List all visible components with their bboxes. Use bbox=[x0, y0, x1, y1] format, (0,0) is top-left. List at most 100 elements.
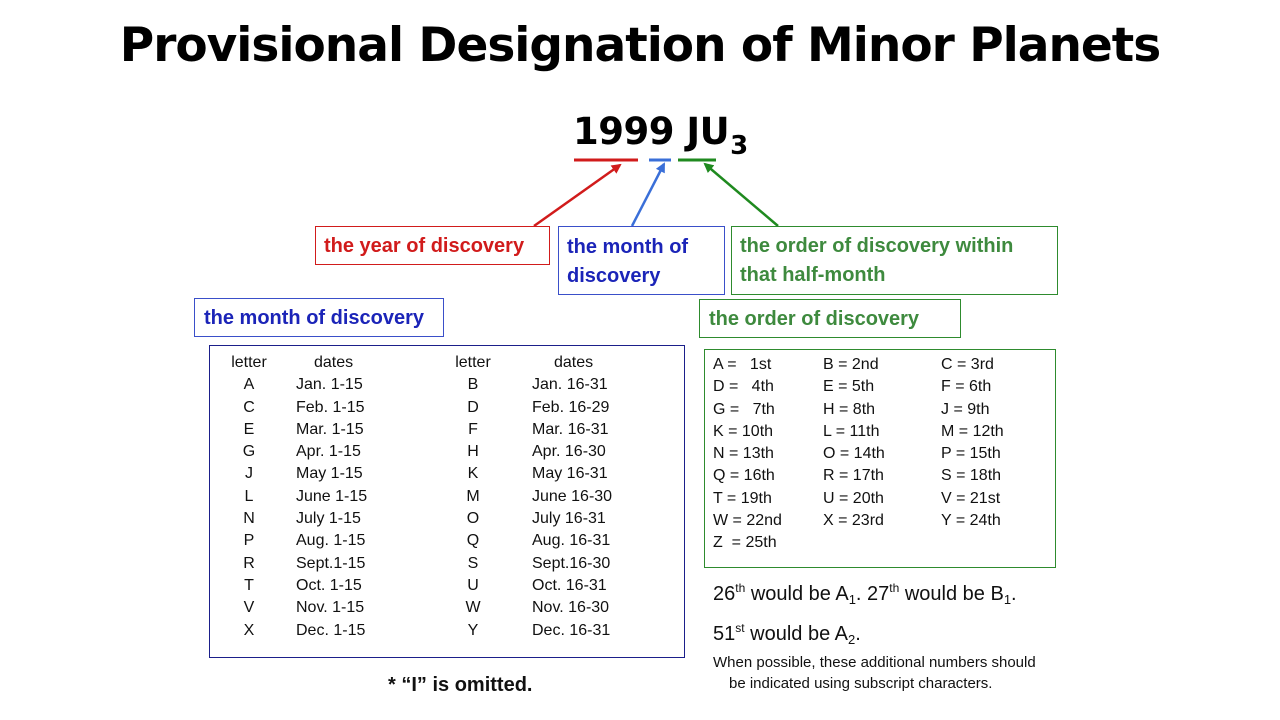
dates-cell: Feb. 1-15 bbox=[296, 398, 365, 416]
table-row: V Nov. 1-15 W Nov. 16-30 bbox=[210, 597, 686, 619]
order-entry: X = 23rd bbox=[823, 512, 884, 530]
order-entry: V = 21st bbox=[941, 489, 1001, 507]
order-entry: G = 7th bbox=[713, 400, 775, 418]
order-entry: T = 19th bbox=[713, 489, 772, 507]
order-arrow bbox=[703, 162, 779, 227]
letter-cell: F bbox=[468, 420, 478, 438]
table-row: C Feb. 1-15 D Feb. 16-29 bbox=[210, 397, 686, 419]
letter-cell: K bbox=[467, 465, 479, 483]
letter-cell: U bbox=[467, 576, 479, 594]
column-header: dates bbox=[554, 354, 594, 371]
letter-cell: J bbox=[245, 465, 253, 483]
dates-cell: Apr. 16-30 bbox=[532, 443, 606, 461]
month-arrow bbox=[630, 162, 666, 227]
dates-cell: Sept.1-15 bbox=[296, 554, 366, 572]
dates-cell: Dec. 1-15 bbox=[296, 621, 366, 639]
letter-cell: X bbox=[243, 621, 255, 639]
dates-cell: May 16-31 bbox=[532, 465, 608, 483]
letter-cell: H bbox=[467, 443, 479, 461]
dates-cell: Aug. 1-15 bbox=[296, 532, 366, 550]
order-entry: U = 20th bbox=[823, 489, 884, 507]
month-label-box: the month of discovery bbox=[558, 226, 725, 295]
dates-cell: May 1-15 bbox=[296, 465, 363, 483]
designation-subscript: 3 bbox=[730, 131, 748, 161]
dates-cell: July 16-31 bbox=[532, 510, 606, 528]
letter-cell: P bbox=[243, 532, 255, 550]
letter-cell: R bbox=[243, 554, 255, 572]
month-table-header-box: the month of discovery bbox=[194, 298, 444, 337]
letter-cell: Q bbox=[466, 532, 480, 550]
dates-cell: Aug. 16-31 bbox=[532, 532, 611, 550]
year-label: the year of discovery bbox=[324, 235, 525, 257]
order-entry: D = 4th bbox=[713, 378, 774, 396]
order-column-2: B = 2nd E = 5th H = 8th L = 11th O = 14th R =… bbox=[823, 354, 885, 532]
order-entry: N = 13th bbox=[713, 445, 774, 463]
subscript-note-line-1: 26th would be A1. 27th would be B1. bbox=[713, 581, 1017, 607]
column-header: letter bbox=[455, 354, 491, 371]
designation-main: 1999 JU bbox=[573, 110, 730, 153]
dates-cell: Apr. 1-15 bbox=[296, 443, 361, 461]
subscript-note: 26th would be A1. 27th would be B1. 51st… bbox=[713, 574, 1017, 654]
letter-cell: B bbox=[467, 376, 479, 394]
dates-cell: Dec. 16-31 bbox=[532, 621, 611, 639]
table-row: N July 1-15 O July 16-31 bbox=[210, 508, 686, 530]
order-table: A = 1st D = 4th G = 7th K = 10th N = 13th Q =… bbox=[704, 349, 1056, 568]
letter-cell: S bbox=[467, 554, 479, 572]
month-label: the month of discovery bbox=[567, 236, 689, 287]
order-entry: E = 5th bbox=[823, 378, 875, 396]
table-row: P Aug. 1-15 Q Aug. 16-31 bbox=[210, 530, 686, 552]
subscript-hint: When possible, these additional numbers … bbox=[713, 652, 1113, 694]
order-entry: M = 12th bbox=[941, 422, 1004, 440]
order-label: the order of discovery within that half-… bbox=[740, 235, 1014, 286]
letter-cell: O bbox=[466, 510, 480, 528]
order-entry: Y = 24th bbox=[941, 512, 1001, 530]
table-row: X Dec. 1-15 Y Dec. 16-31 bbox=[210, 620, 686, 642]
order-entry: K = 10th bbox=[713, 422, 774, 440]
order-entry: R = 17th bbox=[823, 467, 884, 485]
year-arrow bbox=[533, 163, 622, 228]
letter-cell: A bbox=[243, 376, 255, 394]
order-entry: O = 14th bbox=[823, 445, 885, 463]
table-row: R Sept.1-15 S Sept.16-30 bbox=[210, 553, 686, 575]
letter-cell: E bbox=[243, 420, 255, 438]
month-table: letter dates letter dates A Jan. 1-15 B Jan… bbox=[209, 345, 685, 658]
subscript-hint-line-2: be indicated using subscript characters. bbox=[729, 675, 993, 692]
order-entry: J = 9th bbox=[941, 400, 990, 418]
dates-cell: Mar. 1-15 bbox=[296, 420, 364, 438]
letter-cell: G bbox=[242, 443, 256, 461]
dates-cell: July 1-15 bbox=[296, 510, 361, 528]
month-table-body: letter dates letter dates A Jan. 1-15 B Jan… bbox=[210, 352, 686, 642]
dates-cell: Feb. 16-29 bbox=[532, 398, 610, 416]
table-row: G Apr. 1-15 H Apr. 16-30 bbox=[210, 441, 686, 463]
table-row: J May 1-15 K May 16-31 bbox=[210, 463, 686, 485]
letter-cell: M bbox=[466, 487, 480, 505]
dates-cell: Nov. 16-30 bbox=[532, 599, 610, 617]
letter-cell: V bbox=[243, 599, 255, 617]
letter-cell: N bbox=[243, 510, 255, 528]
table-row: E Mar. 1-15 F Mar. 16-31 bbox=[210, 419, 686, 441]
order-entry: L = 11th bbox=[823, 422, 880, 440]
dates-cell: Oct. 16-31 bbox=[532, 576, 607, 594]
dates-cell: Jan. 1-15 bbox=[296, 376, 363, 394]
dates-cell: Mar. 16-31 bbox=[532, 420, 609, 438]
column-header: dates bbox=[314, 354, 354, 371]
letter-cell: L bbox=[244, 487, 254, 505]
month-table-header: the month of discovery bbox=[204, 307, 425, 329]
order-entry: C = 3rd bbox=[941, 356, 994, 373]
order-entry: F = 6th bbox=[941, 378, 992, 396]
table-row: A Jan. 1-15 B Jan. 16-31 bbox=[210, 374, 686, 396]
order-column-3: C = 3rd F = 6th J = 9th M = 12th P = 15th S =… bbox=[941, 354, 1004, 532]
letter-cell: Y bbox=[467, 621, 479, 639]
letter-cell: C bbox=[243, 398, 255, 416]
month-table-rows: A Jan. 1-15 B Jan. 16-31 C Feb. 1-15 D Feb. 16-… bbox=[210, 374, 686, 642]
letter-cell: D bbox=[467, 398, 479, 416]
designation-example: 1999 JU3 bbox=[573, 110, 748, 161]
dates-cell: Oct. 1-15 bbox=[296, 576, 362, 594]
dates-cell: Jan. 16-31 bbox=[532, 376, 608, 394]
subscript-hint-line-1: When possible, these additional numbers … bbox=[713, 654, 1036, 671]
order-entry: B = 2nd bbox=[823, 356, 879, 373]
dates-cell: Sept.16-30 bbox=[532, 554, 611, 572]
order-table-header-box: the order of discovery bbox=[699, 299, 961, 338]
order-label-box: the order of discovery within that half-… bbox=[731, 226, 1058, 295]
